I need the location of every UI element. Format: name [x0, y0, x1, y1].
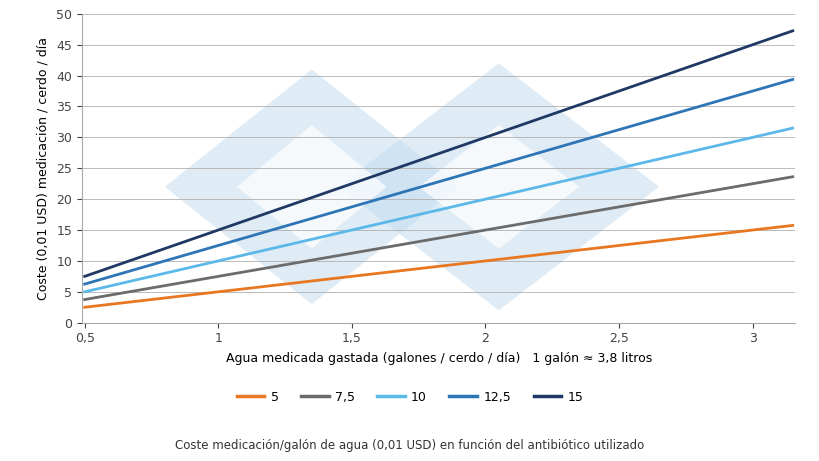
X-axis label: Agua medicada gastada (galones / cerdo / día)   1 galón ≈ 3,8 litros: Agua medicada gastada (galones / cerdo /… — [225, 352, 651, 366]
Y-axis label: Coste (0,01 USD) medicación / cerdo / día: Coste (0,01 USD) medicación / cerdo / dí… — [36, 37, 49, 300]
Legend: 5, 7,5, 10, 12,5, 15: 5, 7,5, 10, 12,5, 15 — [232, 386, 587, 408]
Text: Coste medicación/galón de agua (0,01 USD) en función del antibiótico utilizado: Coste medicación/galón de agua (0,01 USD… — [175, 439, 644, 452]
Polygon shape — [165, 70, 458, 304]
Polygon shape — [419, 125, 578, 248]
Polygon shape — [338, 63, 658, 310]
Polygon shape — [237, 125, 386, 248]
